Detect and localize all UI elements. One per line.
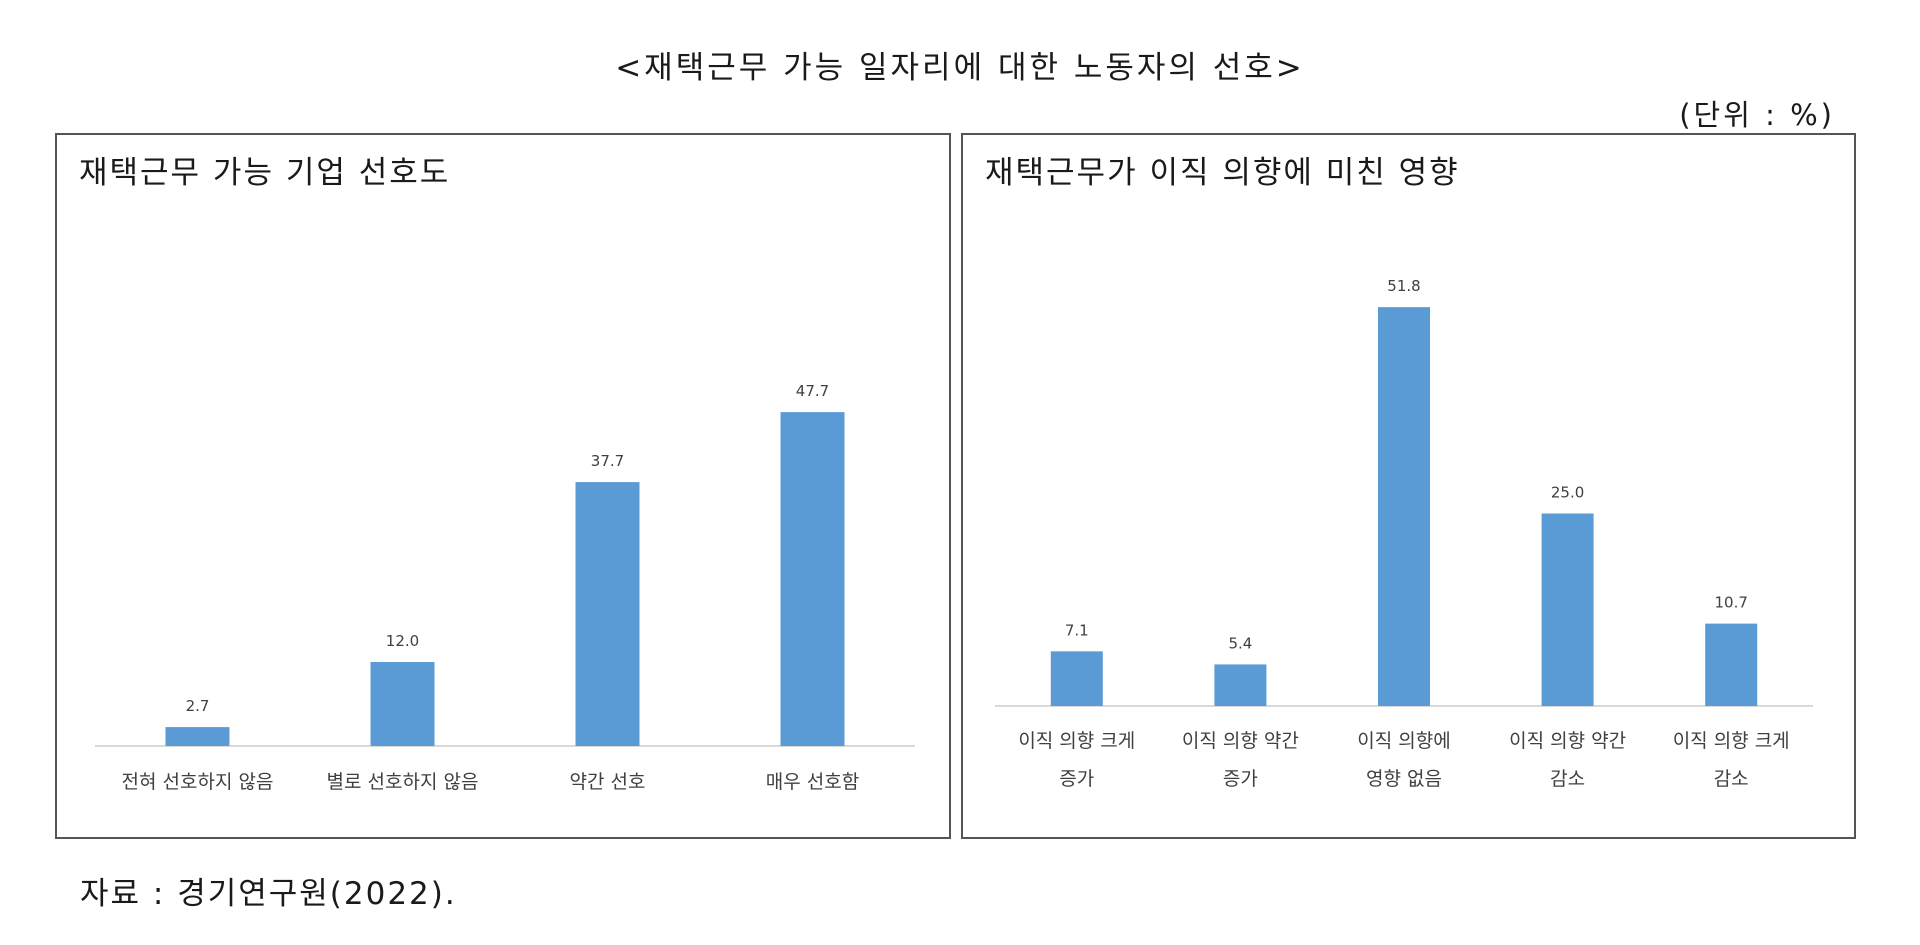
bar: [1050, 651, 1103, 706]
chart-title: 재택근무 가능 기업 선호도: [79, 155, 451, 191]
data-label: 7.1: [1065, 621, 1089, 639]
tick-label: 별로 선호하지 않음: [327, 771, 479, 793]
bar: [1378, 307, 1430, 706]
data-label: 47.7: [796, 382, 829, 400]
chart-title: 재택근무가 이직 의향에 미친 영향: [985, 155, 1460, 191]
tick-label: 약간 선호: [570, 771, 646, 793]
data-label: 10.7: [1714, 594, 1747, 612]
bar: [575, 482, 640, 746]
tick-label: 증가: [1223, 768, 1258, 790]
data-label: 2.7: [186, 697, 210, 715]
tick-label: 이직 의향 약간: [1182, 730, 1299, 752]
data-label: 37.7: [591, 452, 624, 470]
tick-label: 이직 의향에: [1357, 730, 1450, 752]
tick-label: 이직 의향 약간: [1509, 730, 1626, 752]
bar: [370, 662, 435, 746]
tick-label: 이직 의향 크게: [1673, 730, 1790, 752]
bar: [1705, 623, 1758, 706]
tick-label: 영향 없음: [1366, 768, 1442, 790]
data-label: 25.0: [1551, 484, 1584, 502]
bar-chart-company-preference: 2.7 전혀 선호하지 않음 12.0 별로 선호하지 않음 37.7 약간 선호 47.7…: [95, 382, 915, 793]
chart-panel-company-preference: 재택근무 가능 기업 선호도 2.7 전혀 선호하지 않음 12.0 별로 선호하지 …: [55, 133, 951, 839]
data-label: 51.8: [1387, 277, 1420, 295]
bar: [165, 727, 230, 746]
data-label: 5.4: [1228, 634, 1252, 652]
unit-label: (단위 : %): [1679, 98, 1835, 132]
source-note: 자료 : 경기연구원(2022).: [80, 876, 457, 912]
tick-label: 전혀 선호하지 않음: [122, 771, 274, 793]
data-label: 12.0: [386, 632, 419, 650]
bar: [780, 412, 845, 746]
tick-label: 이직 의향 크게: [1018, 730, 1135, 752]
tick-label: 매우 선호함: [766, 771, 859, 793]
tick-label: 증가: [1059, 768, 1094, 790]
bar: [1541, 513, 1594, 706]
figure-title: <재택근무 가능 일자리에 대한 노동자의 선호>: [615, 50, 1305, 86]
tick-label: 감소: [1714, 768, 1749, 790]
tick-label: 감소: [1550, 768, 1585, 790]
bar: [1214, 664, 1267, 706]
